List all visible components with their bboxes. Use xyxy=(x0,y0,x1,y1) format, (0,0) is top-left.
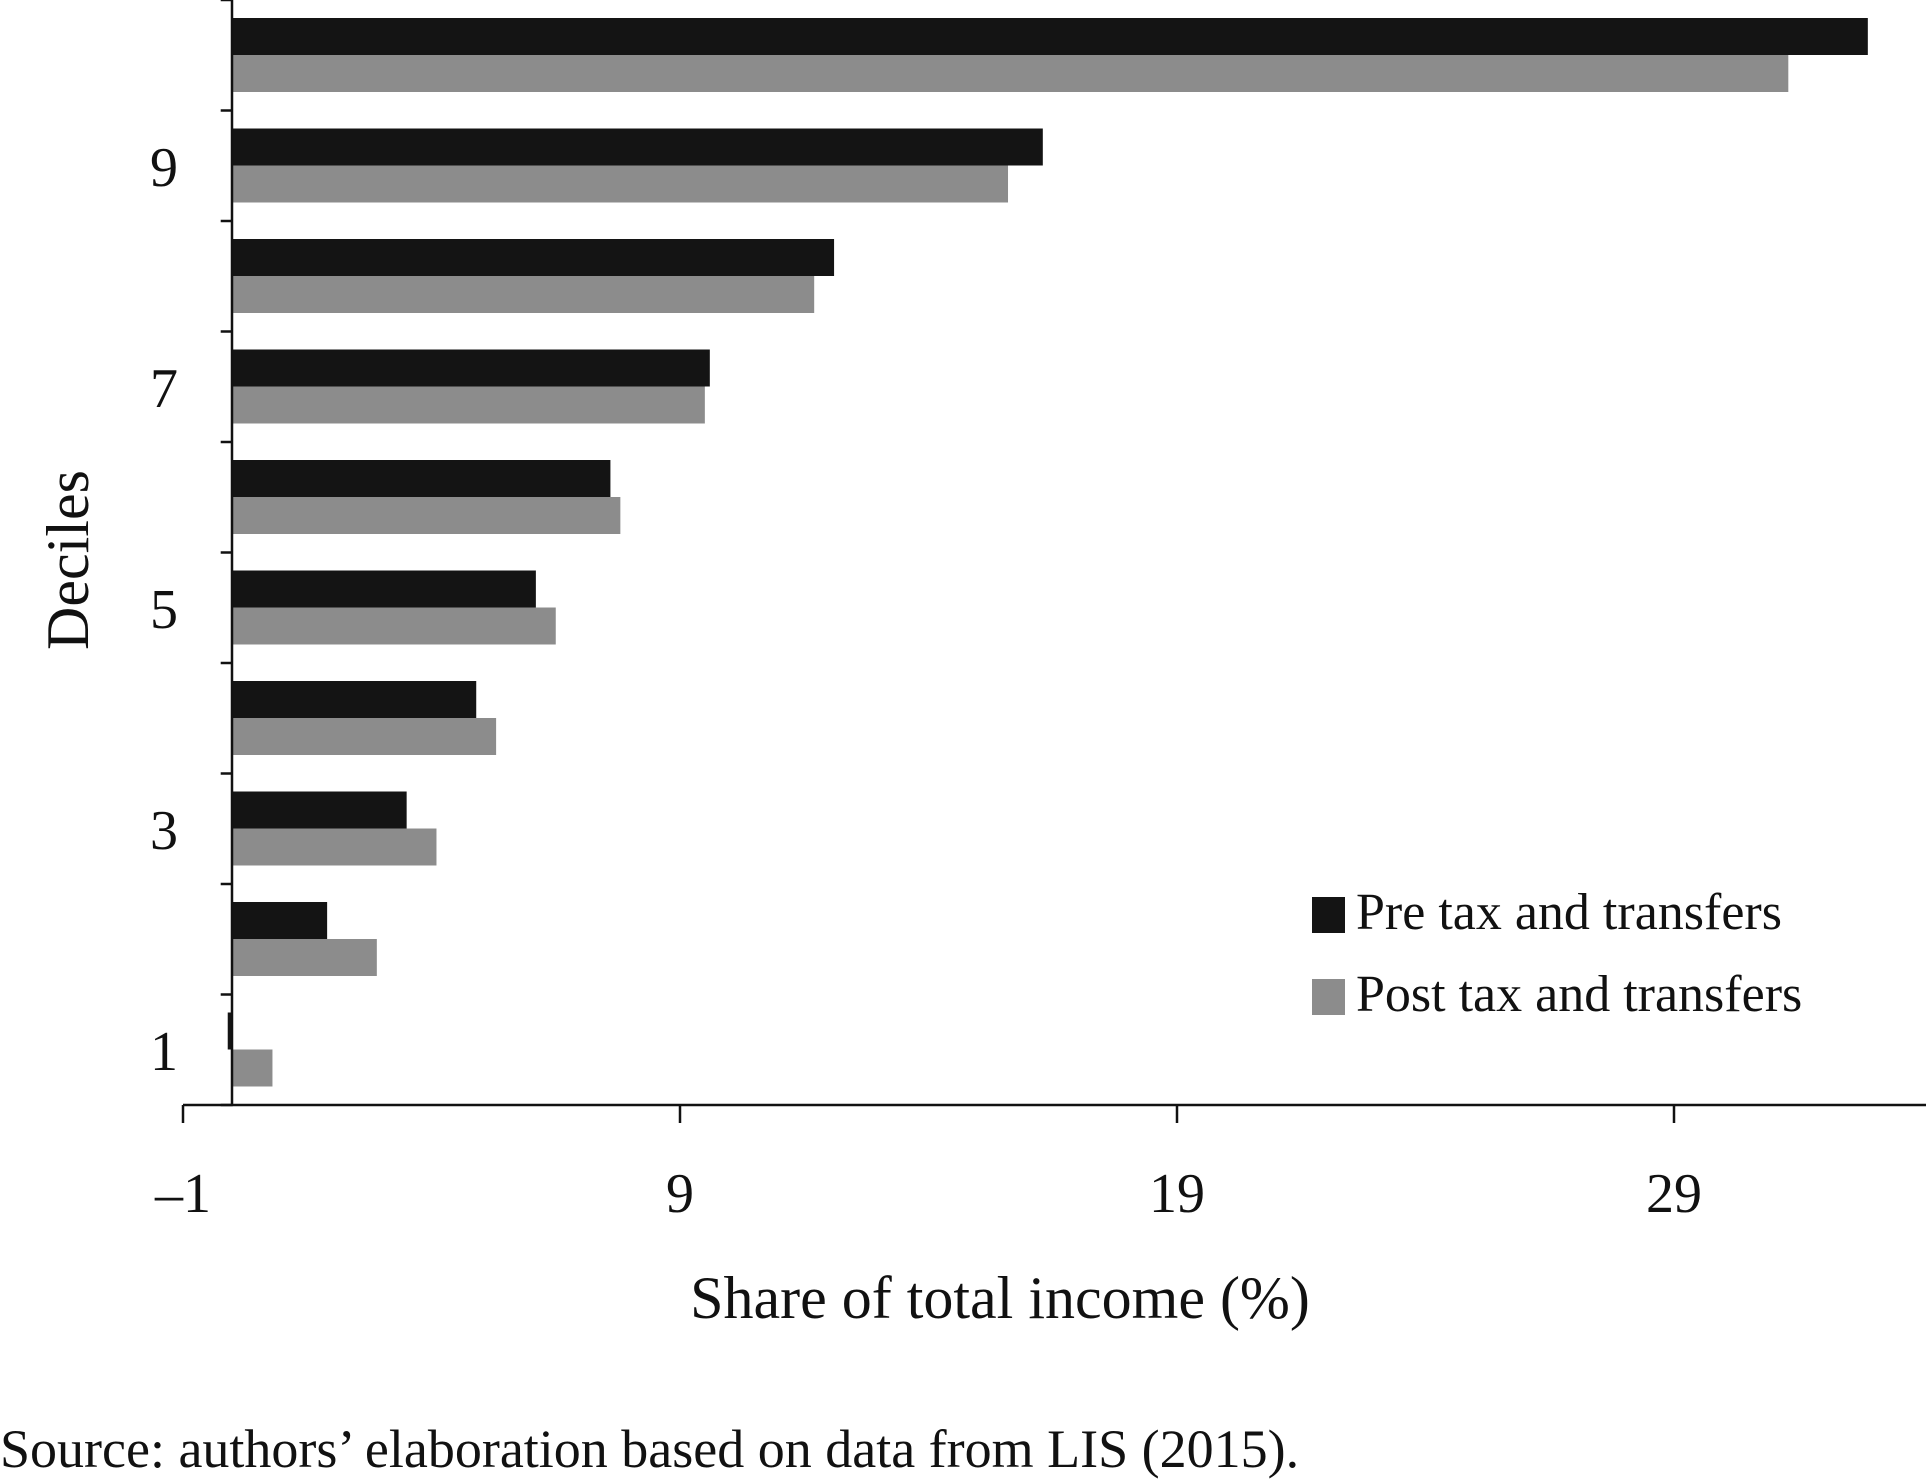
y-tick-label: 3 xyxy=(150,800,178,862)
bar-pre-tax-decile-8 xyxy=(232,239,835,276)
bar-pre-tax-decile-7 xyxy=(232,349,710,387)
bar-post-tax-decile-3 xyxy=(232,828,437,866)
x-tick-label: –1 xyxy=(154,1163,211,1225)
bar-post-tax-decile-7 xyxy=(232,386,705,424)
legend-label-pre-tax: Pre tax and transfers xyxy=(1356,884,1782,941)
bar-post-tax-decile-4 xyxy=(232,718,497,755)
x-tick-label: 19 xyxy=(1149,1163,1205,1225)
y-tick-label: 5 xyxy=(150,579,178,641)
bar-pre-tax-decile-10 xyxy=(232,18,1868,55)
bar-pre-tax-decile-6 xyxy=(232,460,611,497)
bar-pre-tax-decile-5 xyxy=(232,570,536,608)
bar-pre-tax-decile-3 xyxy=(232,791,407,829)
x-axis-title: Share of total income (%) xyxy=(690,1265,1310,1331)
legend: Pre tax and transfers Post tax and transf… xyxy=(1312,884,1802,1023)
bars-group xyxy=(227,18,1868,1087)
legend-label-post-tax: Post tax and transfers xyxy=(1356,966,1802,1023)
bar-post-tax-decile-6 xyxy=(232,497,621,534)
y-axis-title: Deciles xyxy=(35,470,101,650)
bar-post-tax-decile-10 xyxy=(232,55,1789,92)
x-ticks-group: –1 9 19 29 xyxy=(154,1105,1702,1225)
bar-post-tax-decile-9 xyxy=(232,165,1009,203)
y-tick-label: 1 xyxy=(150,1021,178,1083)
bar-pre-tax-decile-2 xyxy=(232,902,328,939)
bar-pre-tax-decile-4 xyxy=(232,681,477,718)
y-ticks-group: 1 3 5 7 9 xyxy=(150,0,233,1107)
y-tick-label: 7 xyxy=(150,358,178,420)
legend-swatch-post-tax xyxy=(1312,979,1345,1015)
y-tick-label: 9 xyxy=(150,137,178,199)
bar-post-tax-decile-1 xyxy=(232,1049,273,1087)
bar-post-tax-decile-2 xyxy=(232,939,377,976)
legend-swatch-pre-tax xyxy=(1312,897,1345,933)
source-note: Source: authors’ elaboration based on da… xyxy=(0,1419,1300,1479)
bar-pre-tax-decile-9 xyxy=(232,128,1043,166)
bar-post-tax-decile-5 xyxy=(232,607,556,645)
bar-pre-tax-decile-1 xyxy=(227,1012,233,1050)
bar-post-tax-decile-8 xyxy=(232,276,815,313)
x-tick-label: 29 xyxy=(1646,1163,1702,1225)
x-tick-label: 9 xyxy=(666,1163,694,1225)
